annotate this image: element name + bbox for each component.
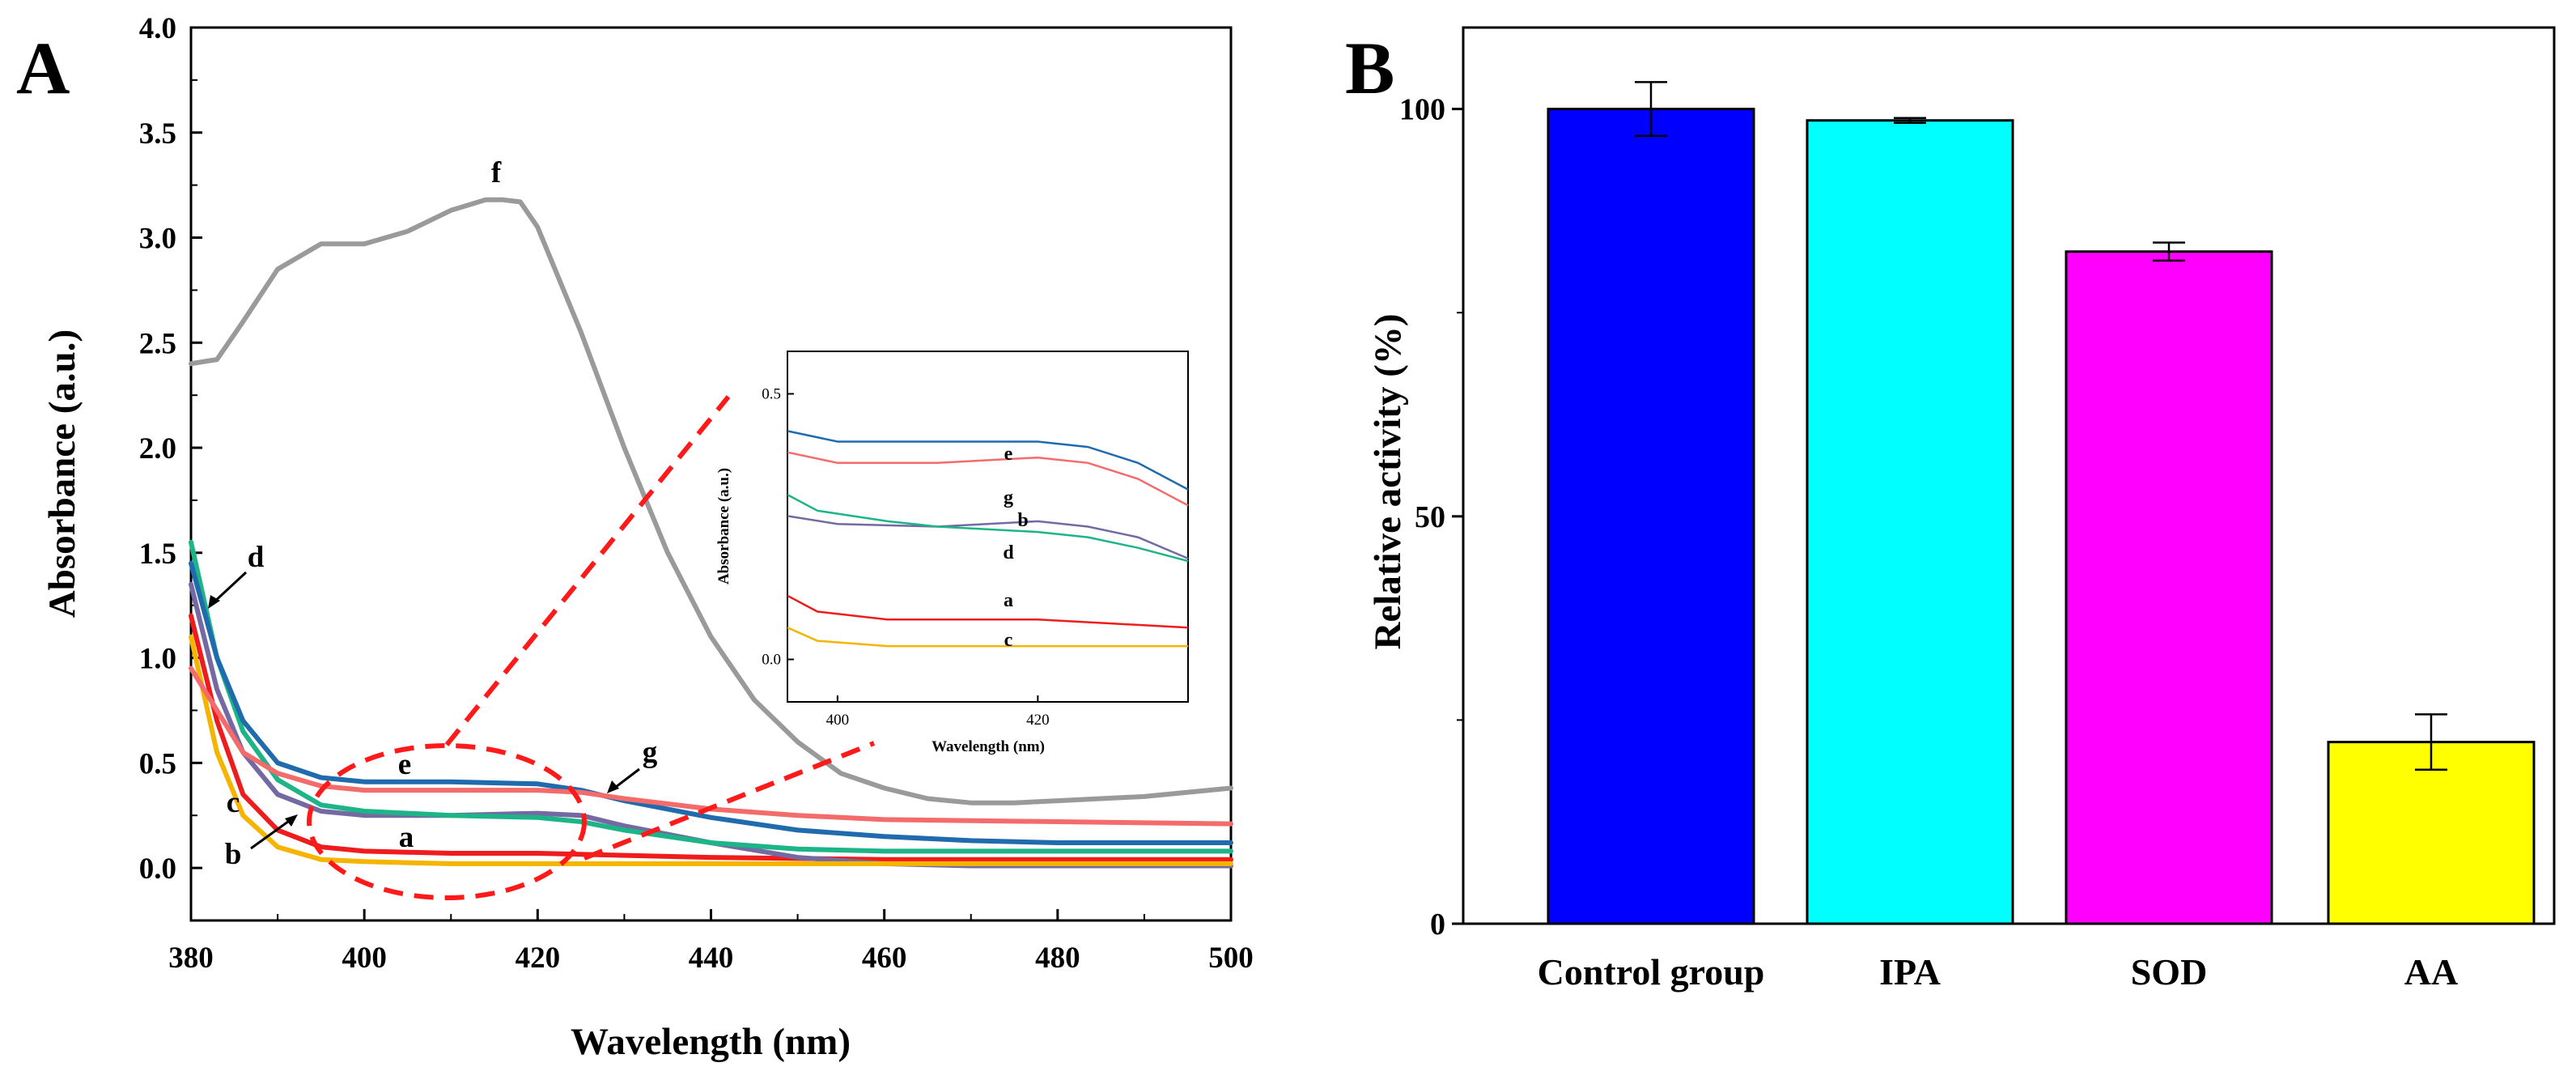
- zoom-connector-upper: [444, 395, 731, 746]
- curve-pointer-b: [250, 818, 292, 850]
- panel-b-bars: [1547, 81, 2536, 925]
- a-x-tick-label: 400: [342, 942, 387, 975]
- series-line-a: [189, 613, 1233, 862]
- panel-a-y-axis-title: Absorbance (a.u.): [41, 329, 83, 618]
- panel-b-y-ticks: 0 50 100: [1399, 93, 1463, 942]
- inset-series: [787, 430, 1189, 648]
- panel-a-label: A: [16, 27, 70, 109]
- inset-label-b: b: [1017, 510, 1028, 531]
- b-category-label: IPA: [1879, 951, 1941, 993]
- curve-pointer-g-arrowhead: [607, 780, 619, 793]
- curve-pointer-g: [612, 767, 640, 791]
- b-category-label: AA: [2404, 951, 2458, 993]
- inset-x-tick-label: 400: [826, 712, 850, 729]
- panel-b-label: B: [1345, 27, 1394, 109]
- panel-b-y-axis-title: Relative activity (%): [1367, 313, 1409, 649]
- a-y-tick-label: 4.0: [139, 12, 176, 45]
- a-x-tick-label: 380: [168, 942, 214, 975]
- inset-label-e: e: [1004, 444, 1013, 465]
- b-category-label: Control group: [1538, 951, 1765, 993]
- panel-b-categories: Control group IPA SOD AA: [1538, 951, 2459, 993]
- panel-a-chart: 0.0 0.5 1.0 1.5 2.0 2.5 3.0 3.5 4.0 380 400 420 440…: [41, 12, 1254, 1063]
- inset-label-c: c: [1004, 630, 1013, 651]
- curve-label-d: d: [248, 541, 265, 574]
- a-x-tick-label: 440: [689, 942, 734, 975]
- inset-label-d: d: [1003, 542, 1014, 563]
- b-y-tick-label: 0: [1430, 908, 1445, 942]
- b-y-tick-label: 50: [1415, 500, 1445, 534]
- series-line-g: [189, 665, 1233, 827]
- a-y-tick-label: 3.0: [139, 223, 176, 256]
- a-y-tick-label: 2.0: [139, 432, 176, 465]
- inset-label-a: a: [1004, 590, 1013, 611]
- panel-a-series: [189, 197, 1233, 869]
- a-x-tick-label: 500: [1208, 942, 1254, 975]
- inset-label-g: g: [1004, 487, 1013, 508]
- a-x-tick-label: 460: [862, 942, 907, 975]
- curve-label-a: a: [399, 821, 414, 854]
- curve-label-c: c: [227, 786, 240, 819]
- bar-sod: [2065, 250, 2273, 925]
- curve-label-e: e: [398, 748, 411, 781]
- inset-x-axis-title: Wavelength (nm): [932, 738, 1045, 755]
- inset-ticks: 0.0 0.5 400 420: [762, 385, 1049, 729]
- panel-b-chart: 0 50 100 Control group IPA SOD AA Relative ac…: [1367, 26, 2556, 993]
- panel-a-y-ticks: 0.0 0.5 1.0 1.5 2.0 2.5 3.0 3.5 4.0: [139, 12, 202, 886]
- a-y-tick-label: 2.5: [139, 327, 176, 360]
- inset-y-axis-title: Absorbance (a.u.): [715, 468, 732, 585]
- series-line-f: [189, 197, 1233, 806]
- series-line-d: [189, 539, 1233, 854]
- curve-pointer-d: [211, 571, 248, 605]
- zoom-region-ellipse: [307, 743, 587, 900]
- bar-control-group: [1547, 108, 1755, 925]
- curve-label-b: b: [225, 838, 242, 871]
- curve-label-g: g: [643, 736, 658, 769]
- curve-pointer-b-arrowhead: [285, 814, 298, 827]
- a-y-tick-label: 1.5: [139, 538, 176, 571]
- bar-aa: [2327, 741, 2536, 925]
- inset-frame: [787, 351, 1189, 703]
- inset-series-line-a: [787, 594, 1189, 629]
- curve-pointer-d-arrowhead: [208, 595, 220, 609]
- a-y-tick-label: 0.0: [139, 852, 176, 886]
- a-y-tick-label: 0.5: [139, 747, 176, 780]
- b-y-tick-label: 100: [1399, 93, 1445, 127]
- a-y-tick-label: 3.5: [139, 117, 176, 151]
- inset-series-line-e: [787, 430, 1189, 491]
- curve-label-f: f: [491, 156, 502, 189]
- a-y-tick-label: 1.0: [139, 643, 176, 676]
- inset-chart: 0.0 0.5 400 420 Wavelength (nm) Absorbance …: [715, 351, 1189, 755]
- b-category-label: SOD: [2131, 951, 2208, 993]
- panel-b-frame: [1462, 26, 2556, 925]
- zoom-connector-lower: [583, 741, 876, 861]
- inset-y-tick-label: 0.5: [762, 385, 781, 402]
- a-x-tick-label: 420: [516, 942, 561, 975]
- series-line-c: [189, 634, 1233, 866]
- inset-series-line-c: [787, 627, 1188, 648]
- panel-a-x-axis-title: Wavelength (nm): [571, 1021, 851, 1063]
- a-x-tick-label: 480: [1035, 942, 1080, 975]
- panel-a-x-ticks: 380 400 420 440 460 480 500: [168, 909, 1254, 975]
- series-line-e: [189, 560, 1233, 845]
- inset-series-line-d: [787, 493, 1189, 563]
- inset-series-line-g: [787, 451, 1189, 507]
- bar-ipa: [1806, 119, 2014, 925]
- inset-y-tick-label: 0.0: [762, 652, 781, 669]
- inset-series-line-b: [787, 515, 1189, 560]
- inset-x-tick-label: 420: [1026, 712, 1050, 729]
